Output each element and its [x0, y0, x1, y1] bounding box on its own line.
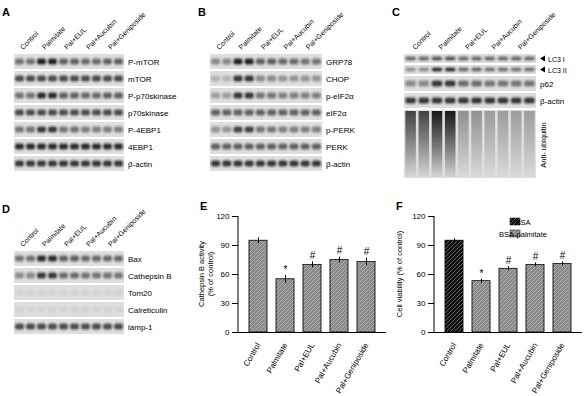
svg-text:P-4EBP1: P-4EBP1	[128, 126, 161, 135]
svg-text:mTOR: mTOR	[128, 75, 152, 84]
svg-text:#: #	[533, 251, 539, 262]
svg-text:BSA-palmitate: BSA-palmitate	[499, 230, 547, 239]
svg-text:Pal+Geniposide: Pal+Geniposide	[334, 341, 370, 394]
svg-text:120: 120	[412, 212, 426, 221]
svg-text:P-mTOR: P-mTOR	[128, 58, 160, 67]
svg-text:D: D	[2, 203, 10, 215]
svg-text:*: *	[480, 268, 484, 279]
svg-text:30: 30	[221, 299, 230, 308]
svg-text:Control: Control	[411, 29, 432, 50]
svg-text:p70skinase: p70skinase	[128, 109, 169, 118]
svg-text:0: 0	[421, 328, 426, 337]
svg-text:F: F	[396, 200, 403, 212]
svg-text:Pal+EUL: Pal+EUL	[464, 26, 489, 51]
svg-text:Pal+Aucubin: Pal+Aucubin	[313, 341, 343, 385]
svg-text:Pal+Aucubin: Pal+Aucubin	[84, 214, 118, 248]
svg-text:Pal+Geniposide: Pal+Geniposide	[305, 11, 346, 52]
svg-text:#: #	[310, 250, 316, 261]
svg-text:Control: Control	[242, 341, 263, 368]
svg-text:p-PERK: p-PERK	[326, 126, 356, 135]
svg-text:Pal+Aucubin: Pal+Aucubin	[282, 17, 315, 51]
svg-text:PERK: PERK	[326, 143, 348, 152]
svg-text:Pal+Geniposide: Pal+Geniposide	[530, 341, 566, 394]
svg-text:LC3 II: LC3 II	[548, 67, 567, 74]
svg-text:#: #	[506, 255, 512, 266]
svg-text:Anti- ubiquitin: Anti- ubiquitin	[539, 122, 548, 167]
svg-text:Cell viability (% of control): Cell viability (% of control)	[395, 230, 404, 317]
svg-text:β-actin: β-actin	[326, 160, 350, 169]
svg-text:CHOP: CHOP	[326, 75, 349, 84]
svg-text:Palmitate: Palmitate	[40, 222, 67, 248]
svg-text:Control: Control	[215, 29, 236, 50]
svg-text:Tom20: Tom20	[128, 289, 153, 298]
svg-text:90: 90	[417, 241, 426, 250]
svg-text:Palmitate: Palmitate	[265, 341, 290, 375]
svg-text:A: A	[2, 6, 10, 18]
svg-text:eIF2α: eIF2α	[326, 109, 347, 118]
svg-text:E: E	[200, 200, 207, 212]
svg-text:P-p70skinase: P-p70skinase	[128, 92, 177, 101]
svg-text:Pal+Aucubin: Pal+Aucubin	[509, 341, 539, 385]
svg-text:Pal+EUL: Pal+EUL	[63, 223, 88, 248]
svg-text:Control: Control	[19, 29, 40, 50]
svg-text:Bax: Bax	[128, 255, 142, 264]
svg-text:Pal+Aucubin: Pal+Aucubin	[84, 17, 118, 51]
svg-text:Palmitate: Palmitate	[461, 341, 486, 375]
svg-text:C: C	[392, 6, 400, 18]
svg-text:#: #	[560, 250, 566, 261]
svg-text:Calreticulin: Calreticulin	[128, 306, 168, 315]
svg-text:B: B	[198, 6, 206, 18]
svg-text:Palmitate: Palmitate	[437, 25, 463, 51]
svg-text:p62: p62	[540, 80, 554, 89]
svg-text:lamp-1: lamp-1	[128, 323, 153, 332]
svg-text:LC3 I: LC3 I	[548, 56, 565, 63]
svg-text:Pal+EUL: Pal+EUL	[293, 341, 317, 374]
svg-text:β-actin: β-actin	[128, 160, 152, 169]
svg-text:β-actin: β-actin	[540, 97, 564, 106]
svg-text:Pal+Geniposide: Pal+Geniposide	[107, 208, 148, 249]
svg-text:Control: Control	[438, 341, 459, 368]
svg-text:Pal+Geniposide: Pal+Geniposide	[517, 11, 558, 52]
svg-text:0: 0	[225, 328, 230, 337]
svg-text:Control: Control	[19, 226, 40, 247]
svg-text:Cathepsin B activity(% of cont: Cathepsin B activity(% of control)	[197, 241, 215, 307]
svg-text:Palmitate: Palmitate	[40, 25, 67, 51]
svg-text:Pal+EUL: Pal+EUL	[63, 26, 88, 51]
svg-text:Pal+EUL: Pal+EUL	[489, 341, 513, 374]
svg-text:Cathepsin B: Cathepsin B	[128, 272, 172, 281]
svg-text:p-eIF2α: p-eIF2α	[326, 92, 354, 101]
svg-text:GRP78: GRP78	[326, 58, 353, 67]
svg-text:30: 30	[417, 299, 426, 308]
svg-text:#: #	[364, 246, 370, 257]
svg-text:Pal+EUL: Pal+EUL	[260, 26, 285, 51]
svg-text:90: 90	[221, 241, 230, 250]
svg-text:Pal+Aucubin: Pal+Aucubin	[490, 17, 523, 51]
svg-text:Palmitate: Palmitate	[237, 25, 263, 51]
svg-text:4EBP1: 4EBP1	[128, 143, 153, 152]
svg-text:60: 60	[221, 270, 230, 279]
svg-text:120: 120	[216, 212, 230, 221]
svg-text:Pal+Geniposide: Pal+Geniposide	[107, 11, 148, 52]
svg-text:BSA: BSA	[515, 218, 530, 227]
svg-text:#: #	[337, 245, 343, 256]
svg-text:60: 60	[417, 270, 426, 279]
svg-text:*: *	[284, 264, 288, 275]
